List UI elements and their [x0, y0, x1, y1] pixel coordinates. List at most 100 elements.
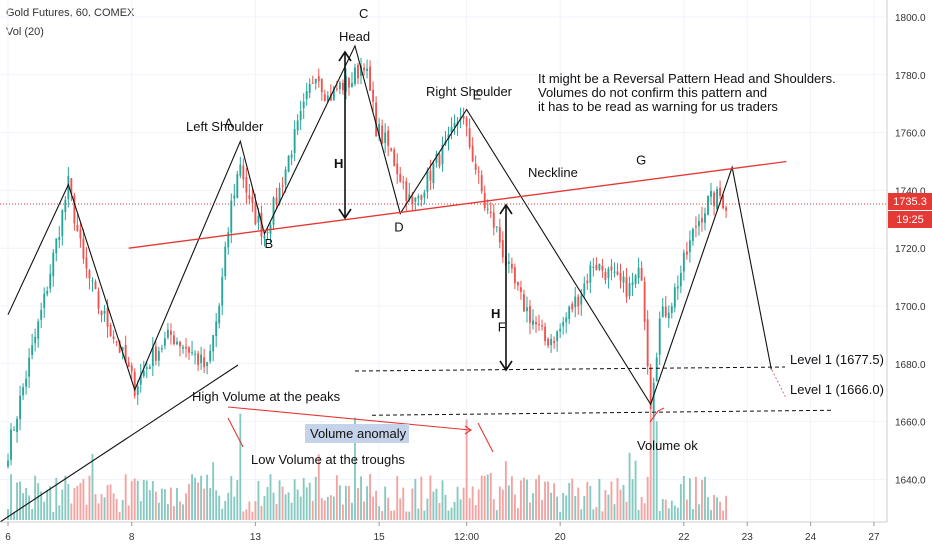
candle-body	[94, 281, 97, 290]
volume-bar	[7, 509, 9, 520]
y-axis: 1640.0 1660.0 1680.0 1700.0 1720.0 1740.0 1760…	[895, 13, 926, 486]
candle-body	[236, 174, 239, 199]
candle-body	[691, 228, 694, 241]
candle-body	[390, 148, 393, 151]
pattern-point-c: C	[359, 6, 368, 21]
candle-body	[676, 286, 679, 289]
candle-body	[556, 331, 559, 342]
candle-body	[112, 336, 115, 339]
volume-bar	[25, 487, 28, 520]
volume-bar	[124, 474, 127, 520]
volume-bar	[405, 511, 408, 520]
volume-bar	[486, 474, 489, 520]
candle-body	[571, 303, 574, 310]
volume-bar	[462, 487, 465, 520]
candle-body	[664, 306, 667, 317]
volume-bar	[236, 480, 239, 520]
x-tick-label: 13	[250, 532, 262, 543]
volume-bar	[495, 510, 498, 520]
volume-bar	[191, 474, 193, 520]
candle-body	[462, 116, 465, 119]
volume-bar	[649, 410, 652, 520]
volume-bar	[429, 475, 432, 520]
trough-mark-2	[477, 422, 494, 453]
height-arrow-1-head-bottom	[338, 208, 352, 220]
candle-body	[495, 226, 498, 228]
candle-body	[649, 368, 652, 410]
candle-body	[55, 238, 58, 254]
volume-bar	[142, 479, 145, 520]
candle-body	[405, 181, 408, 201]
candle-body	[547, 338, 550, 346]
candle-body	[541, 325, 543, 327]
volume-bar	[387, 497, 390, 520]
volume-bar	[293, 479, 296, 520]
volume-bar	[154, 491, 157, 520]
note-line-2: Volumes do not confirm this pattern and	[538, 85, 767, 100]
candle-body	[58, 236, 61, 241]
candle-body	[589, 265, 592, 283]
trough-mark-1	[227, 417, 244, 448]
candle-body	[34, 336, 37, 343]
volume-bar	[504, 461, 507, 520]
volume-bar	[622, 485, 625, 520]
volume-bar	[541, 499, 543, 520]
volume-bar	[148, 490, 151, 520]
volume-bar	[444, 494, 447, 520]
candle-body	[701, 218, 703, 223]
candle-body	[426, 170, 429, 192]
volume-bar	[112, 493, 115, 520]
volume-bar	[655, 421, 658, 520]
candle-body	[103, 310, 106, 314]
x-tick-label: 22	[678, 532, 690, 543]
volume-bar	[580, 509, 583, 520]
volume-bar	[91, 453, 94, 520]
volume-bar	[456, 486, 459, 520]
volume-bar	[157, 502, 160, 520]
candle-body	[694, 226, 697, 228]
candle-body	[142, 370, 145, 377]
candle-body	[568, 306, 571, 320]
candle-body	[257, 215, 260, 223]
volume-bar	[698, 504, 700, 520]
candle-body	[49, 273, 52, 289]
candle-body	[483, 192, 486, 208]
candle-body	[176, 341, 178, 345]
symbol-title: Gold Futures, 60, COMEX	[6, 7, 135, 19]
candle-body	[559, 328, 562, 332]
candle-body	[145, 367, 148, 370]
candle-body	[338, 82, 341, 90]
volume-bar	[329, 495, 332, 520]
candle-body	[513, 267, 516, 284]
volume-bar	[625, 501, 628, 520]
candle-body	[127, 361, 130, 367]
candle-body	[281, 185, 284, 187]
candle-body	[538, 324, 540, 326]
candle-body	[414, 197, 417, 202]
candle-body	[384, 132, 387, 143]
candle-body	[341, 82, 344, 91]
x-tick-label: 20	[555, 532, 567, 543]
volume-bar	[372, 496, 375, 520]
candle-body	[85, 257, 88, 269]
volume-bar	[70, 503, 73, 520]
volume-bar	[357, 488, 359, 520]
volume-bar	[28, 495, 31, 520]
volume-bar	[381, 511, 384, 520]
candle-body	[670, 306, 673, 313]
volume-bar	[643, 503, 646, 520]
candle-body	[640, 268, 643, 281]
volume-bar	[519, 480, 522, 520]
volume-bar	[34, 475, 37, 520]
volume-bar	[583, 495, 586, 520]
candle-body	[188, 347, 190, 353]
countdown-badge-value: 19:25	[896, 214, 924, 226]
volume-bar	[230, 476, 233, 520]
volume-bar	[188, 484, 190, 520]
candle-body	[109, 324, 112, 337]
candle-body	[218, 305, 221, 324]
candle-body	[507, 261, 510, 264]
candle-body	[239, 164, 242, 176]
volume-peaks-arrowhead	[464, 425, 472, 435]
